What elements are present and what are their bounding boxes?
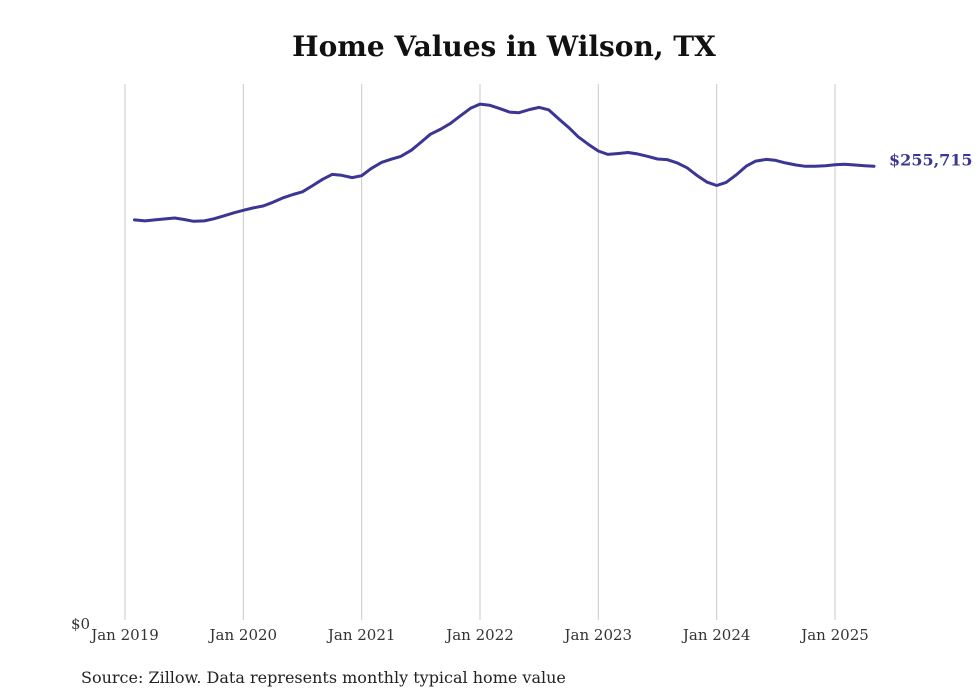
x-tick-label: Jan 2024 — [681, 626, 751, 644]
home-value-line — [133, 102, 876, 223]
x-tick-label: Jan 2023 — [563, 626, 633, 644]
x-tick-label: Jan 2021 — [326, 626, 396, 644]
chart-title: Home Values in Wilson, TX — [292, 30, 716, 63]
x-tick-label: Jan 2022 — [444, 626, 514, 644]
x-tick-label: Jan 2020 — [208, 626, 278, 644]
gridlines — [124, 84, 836, 620]
tick-labels: Jan 2019 Jan 2020 Jan 2021 Jan 2022 Jan 2023… — [71, 615, 869, 644]
y-tick-label: $0 — [71, 615, 90, 633]
x-tick-label: Jan 2019 — [89, 626, 159, 644]
line-chart: $255,715 Jan 2019 Jan 2020 Jan 2021 Jan 202… — [71, 84, 973, 644]
end-value-label: $255,715 — [889, 150, 973, 169]
series-layer: $255,715 — [133, 102, 973, 223]
source-note: Source: Zillow. Data represents monthly … — [81, 668, 566, 687]
x-tick-label: Jan 2025 — [799, 626, 869, 644]
